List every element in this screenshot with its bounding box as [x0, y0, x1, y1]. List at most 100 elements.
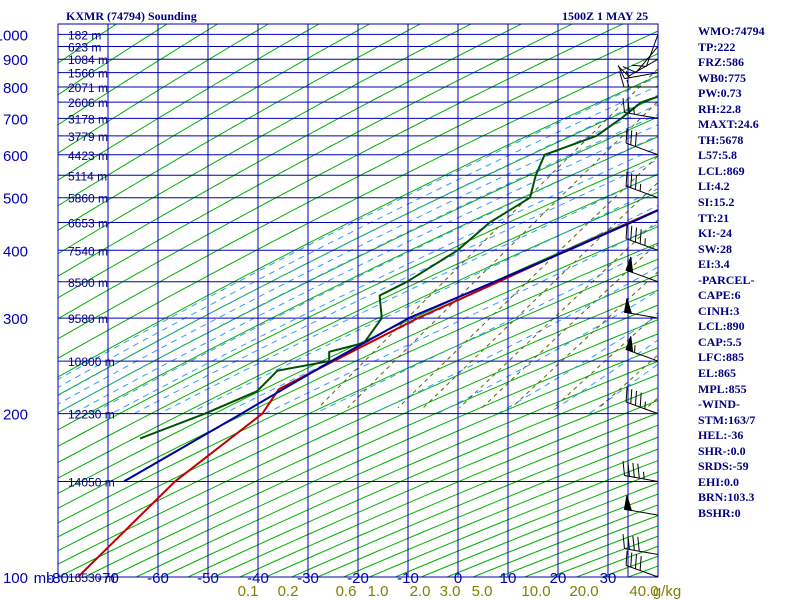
dry-adiabat-line [58, 53, 658, 359]
parcel-trace [123, 209, 658, 483]
index-item: EI:3.4 [698, 257, 730, 272]
moist-adiabat-line [159, 172, 658, 415]
wind-barb [617, 58, 659, 77]
pressure-tick-300: 300 [3, 311, 28, 328]
temperature-tick: -40 [247, 570, 269, 587]
mixing-ratio-label: 0.1 [238, 583, 259, 600]
dry-adiabat-line [58, 155, 658, 447]
dry-adiabat-line [58, 116, 658, 414]
mixing-ratio-label: 1.0 [368, 583, 389, 600]
moist-adiabat-line [188, 188, 658, 415]
height-label: 2606 m [68, 96, 108, 110]
wind-barb [622, 46, 659, 73]
index-item: L57:5.8 [698, 148, 737, 163]
wind-barb [631, 34, 659, 67]
mixing-ratio-line [317, 67, 658, 409]
temperature-tick: 20 [550, 570, 567, 587]
wind-barb [623, 495, 659, 516]
indices-panel: WMO:74794 TP:222 FRZ:586 WB0:775 PW:0.73 RH:2… [698, 24, 798, 522]
dry-adiabat-line [84, 319, 658, 577]
mixing-ratio-label: 5.0 [472, 583, 493, 600]
dry-adiabat-line [58, 191, 658, 479]
height-label: 14050 m [68, 475, 115, 489]
moist-adiabat-line [133, 159, 658, 415]
index-item: MPL:855 [698, 381, 747, 396]
dry-adiabat-line [58, 226, 658, 509]
height-label: 3779 m [68, 130, 108, 144]
wind-barb [625, 256, 659, 283]
mixing-ratio-label: 2.0 [410, 583, 431, 600]
index-item: CAPE:6 [698, 288, 741, 303]
index-item: SI:15.2 [698, 195, 735, 210]
dry-adiabat-line [58, 24, 269, 154]
dry-adiabat-line [58, 209, 658, 494]
height-label: 623 m [68, 40, 101, 54]
wind-barb [625, 224, 659, 251]
index-item: CINH:3 [698, 303, 740, 318]
dry-adiabat-line [58, 24, 370, 207]
index-item: LI:4.2 [698, 179, 730, 194]
wind-barb [622, 534, 659, 556]
mixing-ratio-line [481, 241, 658, 409]
height-label: 1084 m [68, 53, 108, 67]
profile-traces [77, 95, 658, 577]
pressure-tick-400: 400 [3, 243, 28, 260]
index-item: SHR-:0.0 [698, 443, 746, 458]
dry-adiabat-line [58, 24, 320, 181]
wind-barb [625, 171, 659, 199]
index-item: WB0:775 [698, 70, 746, 85]
pressure-tick-900: 900 [3, 52, 28, 69]
wind-barb [625, 387, 659, 415]
height-label: 5860 m [68, 192, 108, 206]
index-item: HEL:-36 [698, 428, 744, 443]
dry-adiabat-line [58, 24, 522, 277]
mixing-ratio-unit: g/kg [653, 583, 681, 600]
index-item: RH:22.8 [698, 101, 741, 116]
dry-adiabat-line [58, 24, 472, 255]
dry-adiabat-line [58, 173, 658, 464]
index-item: LCL:890 [698, 319, 745, 334]
grid-lines [57, 23, 659, 578]
temperature-tick: -80 [47, 570, 69, 587]
axis-labels: 1002003004005006007008009001000-80-70-60… [0, 27, 681, 600]
wind-barb [617, 65, 659, 80]
height-label: 10800 m [68, 355, 115, 369]
index-item: EHI:0.0 [698, 474, 740, 489]
mixing-ratio-label: 10.0 [521, 583, 550, 600]
index-item: PW:0.73 [698, 86, 742, 101]
pressure-tick-800: 800 [3, 80, 28, 97]
pressure-tick-600: 600 [3, 148, 28, 165]
index-item: -WIND- [698, 397, 740, 412]
pressure-tick-200: 200 [3, 407, 28, 424]
moist-adiabat-line [264, 223, 658, 415]
index-item: FRZ:586 [698, 55, 744, 70]
wind-profile [617, 34, 659, 578]
index-item: TT:21 [698, 210, 730, 225]
mixing-ratio-label: 20.0 [569, 583, 598, 600]
pressure-tick-100: 100 [3, 570, 28, 587]
temperature-tick: -30 [297, 570, 319, 587]
dry-adiabat-line [58, 24, 218, 126]
mixing-ratio-line [422, 181, 658, 409]
pressure-tick-700: 700 [3, 111, 28, 128]
mixing-ratio-label: 0.2 [278, 583, 299, 600]
wind-barb [622, 97, 659, 119]
dry-adiabat-line [58, 304, 658, 577]
height-label: 6653 m [68, 217, 108, 231]
temperature-tick: -50 [197, 570, 219, 587]
wind-barb [625, 128, 659, 156]
temperature-tick: -60 [147, 570, 169, 587]
pressure-tick-1000: 1000 [0, 27, 28, 44]
index-item: TH:5678 [698, 132, 744, 147]
wind-barb [619, 72, 658, 88]
wind-barb [623, 298, 659, 319]
index-item: WMO:74794 [698, 24, 765, 38]
height-label: 3178 m [68, 112, 108, 126]
dry-adiabat-line [58, 30, 658, 340]
height-label: 182 m [68, 28, 101, 42]
moist-adiabat-line [72, 124, 658, 415]
dry-adiabat-line [58, 242, 658, 524]
dry-adiabat-line [58, 24, 117, 64]
height-label: 1566 m [68, 67, 108, 81]
